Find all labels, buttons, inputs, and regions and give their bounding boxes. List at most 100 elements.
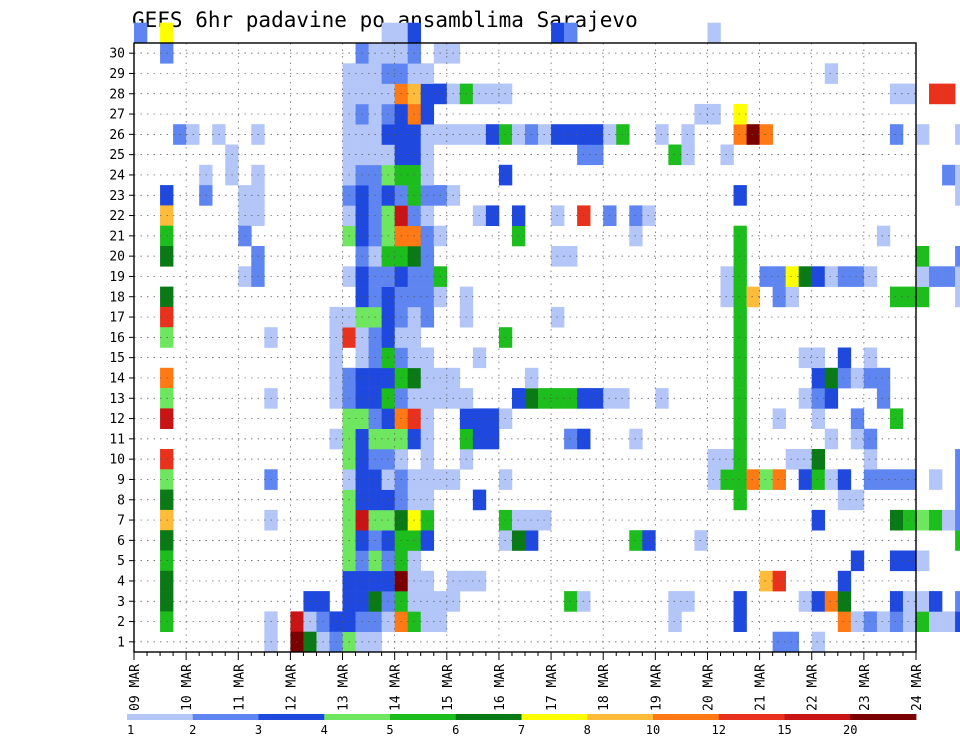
cell <box>134 22 148 44</box>
colorbar-label: 2 <box>189 723 196 737</box>
y-tick-label: 8 <box>117 493 125 508</box>
y-tick-label: 20 <box>109 250 125 265</box>
cell <box>942 164 956 186</box>
cell <box>850 611 865 632</box>
cell <box>902 611 917 632</box>
cell <box>772 570 786 592</box>
x-tick-label: 10 MAR <box>180 664 195 711</box>
cell <box>772 469 786 490</box>
colorbar-label: 20 <box>843 723 857 737</box>
cell <box>733 449 747 470</box>
y-tick-label: 5 <box>117 554 125 569</box>
cell <box>837 591 852 612</box>
cell <box>955 469 960 490</box>
cell <box>551 22 565 44</box>
y-tick-label: 16 <box>109 331 125 346</box>
x-tick-label: 15 MAR <box>441 664 456 711</box>
y-tick-label: 12 <box>109 412 125 427</box>
cell <box>889 509 904 531</box>
cell <box>733 246 747 267</box>
x-tick-label: 24 MAR <box>910 664 925 711</box>
cell <box>785 266 799 287</box>
cell <box>381 22 395 44</box>
x-axis: 09 MAR 10 MAR 11 MAR 12 MAR 13 MAR 14 MAR 15 M… <box>128 652 925 711</box>
cell <box>811 266 826 287</box>
y-tick-label: 3 <box>117 595 125 610</box>
cell <box>863 367 878 389</box>
y-tick-label: 22 <box>109 209 125 224</box>
cell <box>733 103 747 125</box>
y-tick-label: 7 <box>117 514 125 529</box>
cell <box>733 408 747 429</box>
cell <box>889 124 904 145</box>
colorbar-swatch <box>127 714 194 720</box>
cell <box>850 266 865 287</box>
cell <box>929 469 943 490</box>
cell <box>916 124 930 145</box>
y-tick-label: 2 <box>117 615 125 630</box>
cell <box>850 408 865 429</box>
cell <box>955 611 960 632</box>
cell <box>720 286 734 308</box>
cell <box>824 428 839 450</box>
y-tick-label: 17 <box>109 311 125 326</box>
cell <box>863 469 878 490</box>
cell <box>681 124 695 145</box>
cell <box>955 124 960 145</box>
y-tick-label: 13 <box>109 392 125 407</box>
cell <box>811 449 826 470</box>
cell <box>759 570 773 592</box>
cell <box>707 103 721 125</box>
colorbar-label: 3 <box>255 723 262 737</box>
cell <box>785 286 799 308</box>
cell <box>850 428 865 450</box>
y-tick-label: 14 <box>109 371 125 386</box>
cell <box>902 591 917 612</box>
colorbar-swatch <box>258 714 325 720</box>
cell <box>733 266 747 287</box>
cell <box>720 266 734 287</box>
cell <box>837 266 852 287</box>
colorbar-label: 7 <box>518 723 525 737</box>
cell <box>916 611 930 632</box>
cell <box>863 428 878 450</box>
cell <box>707 449 721 470</box>
cell <box>407 22 422 44</box>
colorbar-label: 10 <box>646 723 660 737</box>
cell <box>889 550 904 572</box>
colorbar-swatch <box>587 714 654 720</box>
cell <box>889 591 904 612</box>
cell <box>850 489 865 511</box>
cell <box>733 124 747 145</box>
colorbar-swatch <box>718 714 785 720</box>
y-axis: 1234567891011121314151617181920212223242… <box>109 47 134 650</box>
cell <box>876 225 891 247</box>
cell <box>720 449 734 470</box>
cell <box>811 408 826 429</box>
colorbar-swatch <box>521 714 588 720</box>
cell <box>929 591 943 612</box>
cell <box>850 550 865 572</box>
cell <box>772 408 786 429</box>
cell <box>798 388 813 409</box>
colorbar-label: 5 <box>386 723 393 737</box>
cell <box>902 469 917 490</box>
cell <box>811 631 826 653</box>
cell <box>929 611 943 632</box>
y-tick-label: 27 <box>109 108 125 123</box>
cell <box>916 266 930 287</box>
y-tick-label: 21 <box>109 229 125 244</box>
x-tick-label: 17 MAR <box>545 664 560 711</box>
cell <box>811 591 826 612</box>
cell <box>942 611 956 632</box>
x-tick-label: 18 MAR <box>597 664 612 711</box>
y-tick-label: 25 <box>109 148 125 163</box>
cell <box>876 367 891 389</box>
colorbar-swatch <box>390 714 457 720</box>
cell <box>824 469 839 490</box>
cell <box>824 591 839 612</box>
cell <box>733 591 747 612</box>
colorbar-label: 4 <box>321 723 328 737</box>
cell <box>798 449 813 470</box>
